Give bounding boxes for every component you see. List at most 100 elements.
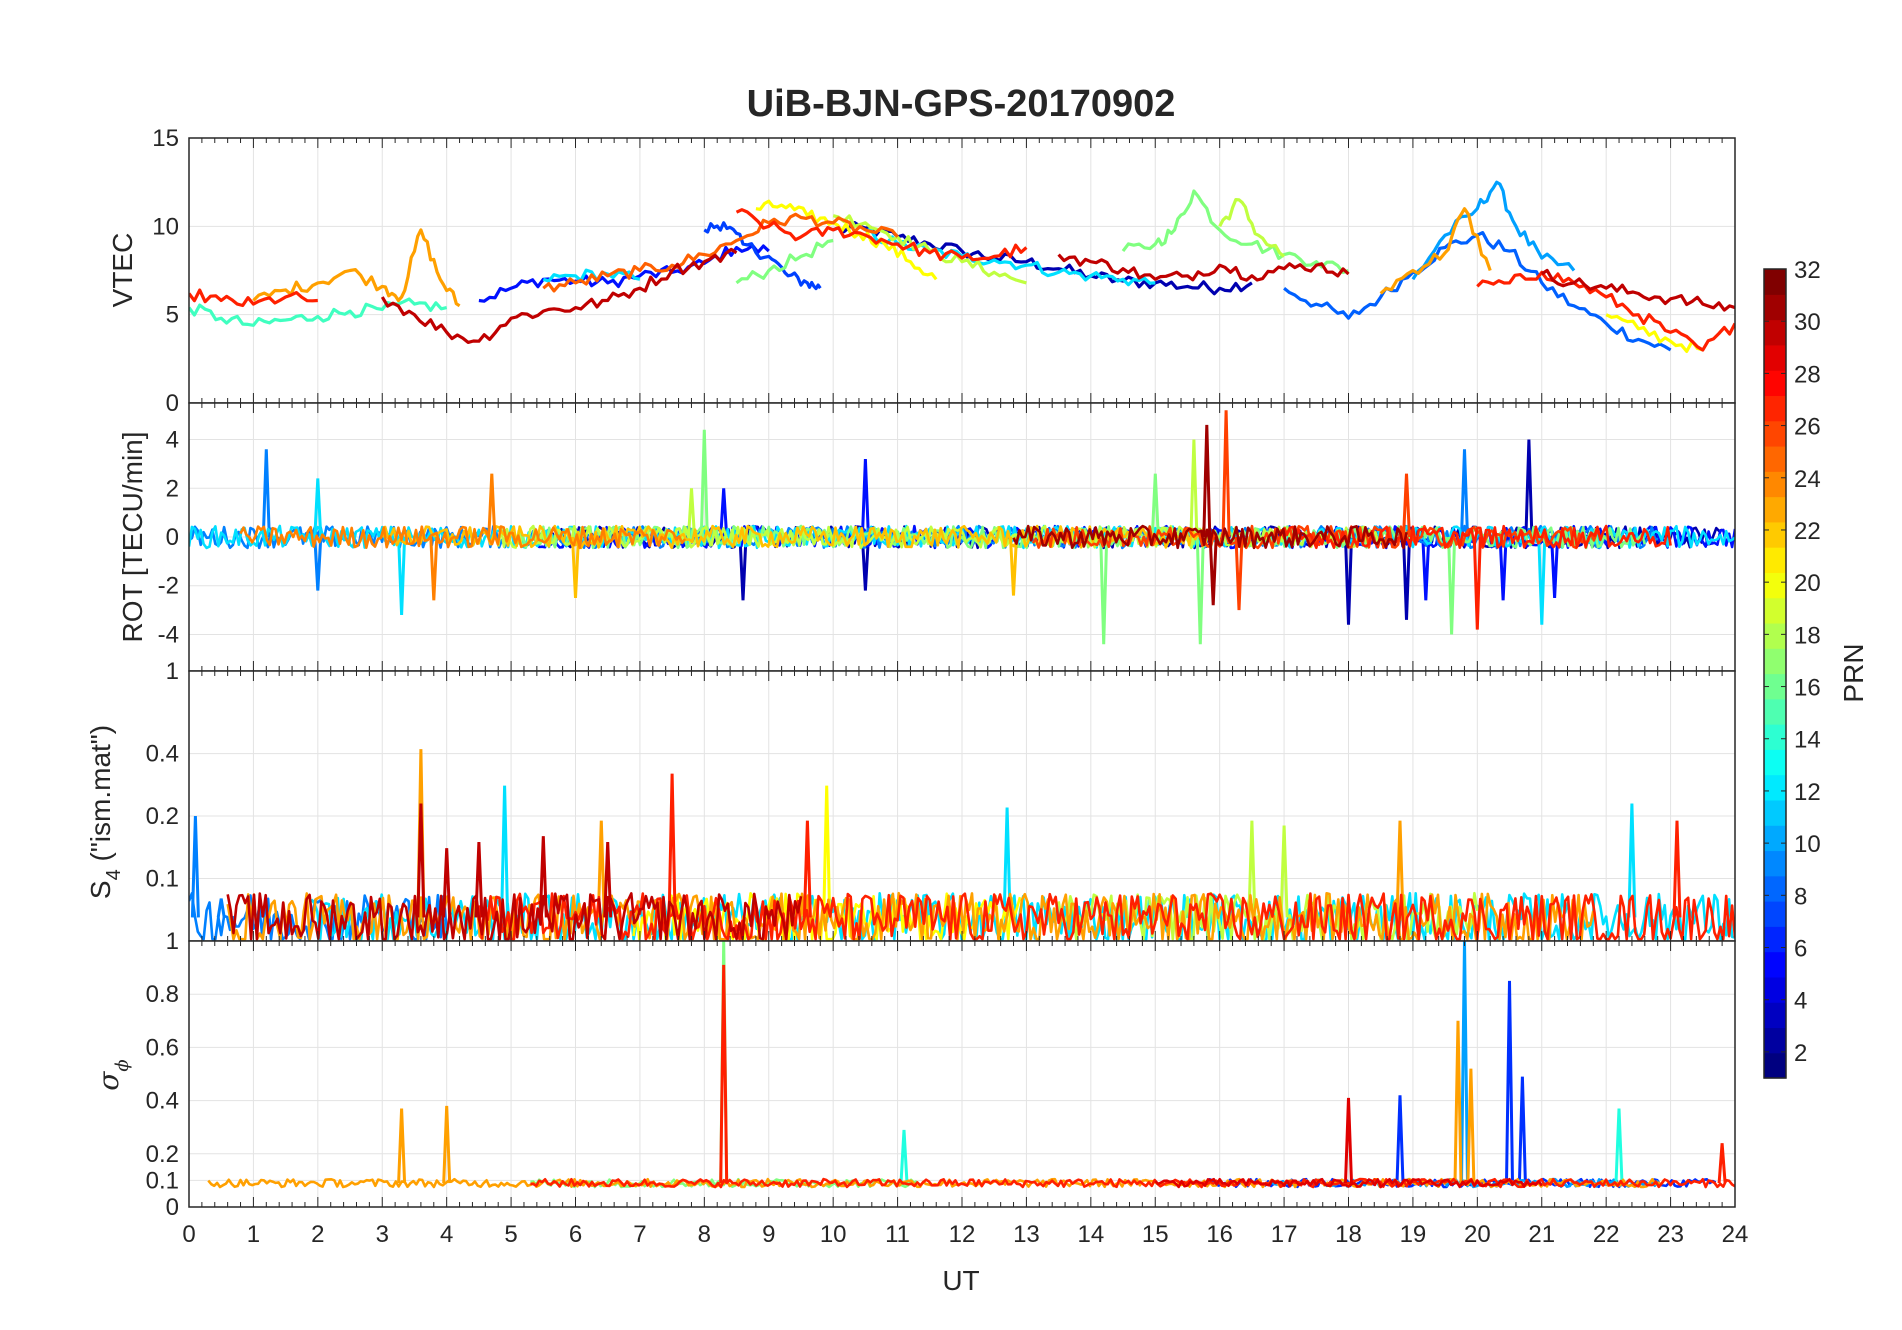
sigma-ylabel: σϕ <box>92 1059 133 1090</box>
colorbar-band <box>1764 597 1786 624</box>
vtec-series-prn-10 <box>1411 180 1576 281</box>
colorbar-tick-label: 22 <box>1794 518 1821 545</box>
s4-spike-prn-18 <box>1279 825 1289 918</box>
s4-spike-prn-20 <box>822 785 832 918</box>
x-tick-label: 13 <box>1013 1221 1040 1248</box>
s4-series-prn-27 <box>477 892 1735 941</box>
vtec-y-tick-label: 0 <box>166 390 179 417</box>
vtec-traces <box>189 180 1735 353</box>
colorbar-band <box>1764 976 1786 1003</box>
colorbar-band <box>1764 749 1786 776</box>
rot-spike-prn-16 <box>1099 536 1109 645</box>
colorbar-band <box>1764 547 1786 573</box>
sigma-spike-prn-27 <box>719 964 729 1184</box>
rot-spike-prn-26 <box>1234 536 1244 611</box>
s4-y-tick-label: 0.1 <box>146 866 179 893</box>
s4-spike-prn-27 <box>667 773 677 918</box>
chart-title: UiB-BJN-GPS-20170902 <box>747 83 1176 125</box>
x-tick-label: 20 <box>1464 1221 1491 1248</box>
rot-spike-prn-26 <box>1221 410 1231 538</box>
s4-spike-prn-8 <box>216 898 226 918</box>
s4-spike-prn-27 <box>802 820 812 918</box>
colorbar-tick-label: 12 <box>1794 779 1821 806</box>
colorbar-tick-label: 4 <box>1794 988 1807 1015</box>
rot-spike-prn-4 <box>860 458 870 538</box>
sigma-y-tick-label: 0.4 <box>146 1088 179 1115</box>
rot-spike-prn-8 <box>313 536 323 591</box>
colorbar-band <box>1764 319 1786 346</box>
s4-series-prn-30 <box>226 892 803 941</box>
rot-series-prn-24 <box>239 525 687 550</box>
colorbar-band <box>1764 951 1786 978</box>
rot-spike-prn-22 <box>1009 536 1018 596</box>
s4-spike-prn-12 <box>1002 807 1012 918</box>
s4-y-tick-label: 1 <box>166 658 179 685</box>
rot-traces <box>189 410 1735 645</box>
rot-spike-prn-16 <box>699 429 709 538</box>
s4-spike-prn-30 <box>538 836 548 918</box>
rot-spike-prn-24 <box>429 536 439 601</box>
x-tick-label: 7 <box>633 1221 646 1248</box>
x-axis: 0 1 2 3 4 5 6 7 8 9 10 11 12 13 14 15 16 17 18 19 20 21 22 23 24 <box>182 1221 1748 1248</box>
sigma-spike-prn-23 <box>1453 1020 1463 1184</box>
vtec-series-prn-20 <box>755 199 1704 353</box>
vtec-series-prn-27 <box>189 208 1735 352</box>
x-tick-label: 15 <box>1142 1221 1169 1248</box>
x-tick-label: 0 <box>182 1221 195 1248</box>
colorbar-tick-label: 32 <box>1794 257 1821 284</box>
vtec-panel: 0 5 10 15 <box>152 125 1736 417</box>
sigma-y-tick-label: 0 <box>166 1194 179 1221</box>
s4-spike-prn-30 <box>442 848 452 918</box>
x-tick-label: 1 <box>247 1221 260 1248</box>
rot-spike-prn-24 <box>487 473 497 538</box>
sigma-spike-prn-23 <box>1466 1068 1476 1184</box>
colorbar-band <box>1764 622 1786 649</box>
rot-spike-prn-16 <box>1447 536 1457 635</box>
x-tick-label: 24 <box>1722 1221 1749 1248</box>
colorbar-tick-label: 28 <box>1794 361 1821 388</box>
colorbar-band <box>1764 724 1786 750</box>
s4-spike-prn-30 <box>474 841 484 918</box>
rot-ylabel: ROT [TECU/min] <box>117 431 148 642</box>
colorbar-band <box>1764 926 1786 953</box>
sigma-y-tick-label: 0.8 <box>146 981 179 1008</box>
colorbar-band <box>1764 344 1786 371</box>
rot-spike-prn-8 <box>261 449 271 538</box>
colorbar-band <box>1764 901 1786 927</box>
x-tick-label: 22 <box>1593 1221 1620 1248</box>
rot-spike-prn-16 <box>1150 473 1160 538</box>
colorbar-band <box>1764 1002 1786 1029</box>
sigma-spike-prn-23 <box>442 1105 452 1184</box>
x-tick-label: 5 <box>504 1221 517 1248</box>
colorbar-band <box>1764 698 1786 725</box>
sigma-spike-prn-13 <box>1614 1108 1624 1184</box>
x-tick-label: 4 <box>440 1221 453 1248</box>
colorbar-tick-label: 8 <box>1794 883 1807 910</box>
x-tick-label: 10 <box>820 1221 847 1248</box>
colorbar-band <box>1764 496 1786 523</box>
rot-spike-prn-18 <box>1189 439 1199 538</box>
colorbar-frame <box>1763 268 1787 1079</box>
s4-spike-prn-8 <box>190 816 200 918</box>
rot-spike-prn-4 <box>1498 536 1508 601</box>
rot-panel: -4 -2 0 2 4 <box>158 402 1736 672</box>
rot-spike-prn-16 <box>1195 536 1205 645</box>
s4-spike-prn-30 <box>603 841 613 918</box>
colorbar-band <box>1764 521 1786 548</box>
colorbar-band <box>1764 799 1786 826</box>
rot-y-tick-label: -4 <box>158 621 179 648</box>
s4-spike-prn-23 <box>1395 820 1405 918</box>
sigma-series-prn-29 <box>1154 1177 1543 1189</box>
s4-y-tick-label: 0.4 <box>146 741 179 768</box>
vtec-series-prn-30 <box>380 247 1735 344</box>
colorbar-band <box>1764 572 1786 599</box>
s4-panel: 0.1 0.2 0.4 1 <box>146 658 1736 942</box>
sigma-spike-prn-13 <box>899 1129 909 1184</box>
vtec-series-prn-5 <box>703 221 822 291</box>
rot-spike-prn-2 <box>1402 536 1411 620</box>
x-tick-label: 18 <box>1335 1221 1362 1248</box>
sigma-phase-panel: 00.10.2 0.4 0.6 0.8 1 <box>146 928 1736 1221</box>
sigma-y-tick-label: 0.6 <box>146 1034 179 1061</box>
